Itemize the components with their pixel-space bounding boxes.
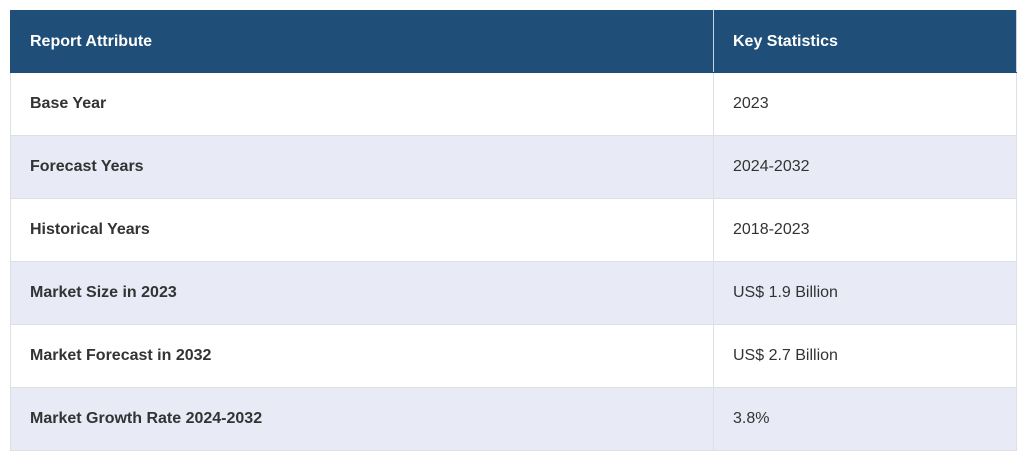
table-body: Base Year 2023 Forecast Years 2024-2032 Hist…: [10, 72, 1017, 451]
stats-table: Report Attribute Key Statistics Base Year…: [10, 10, 1017, 451]
attribute-cell: Historical Years: [10, 198, 714, 262]
statistic-cell: 2023: [713, 72, 1017, 136]
statistic-cell: 3.8%: [713, 387, 1017, 451]
attribute-cell: Market Growth Rate 2024-2032: [10, 387, 714, 451]
table-row: Market Growth Rate 2024-2032 3.8%: [10, 387, 1017, 451]
table-row: Historical Years 2018-2023: [10, 198, 1017, 262]
attribute-cell: Base Year: [10, 72, 714, 136]
table-header: Report Attribute Key Statistics: [10, 10, 1017, 73]
attribute-cell: Forecast Years: [10, 135, 714, 199]
header-row: Report Attribute Key Statistics: [10, 10, 1017, 73]
table-row: Market Forecast in 2032 US$ 2.7 Billion: [10, 324, 1017, 388]
table-row: Forecast Years 2024-2032: [10, 135, 1017, 199]
statistic-cell: 2024-2032: [713, 135, 1017, 199]
table-row: Base Year 2023: [10, 72, 1017, 136]
statistic-cell: 2018-2023: [713, 198, 1017, 262]
attribute-cell: Market Size in 2023: [10, 261, 714, 325]
header-cell: Report Attribute: [10, 10, 714, 73]
header-cell: Key Statistics: [713, 10, 1017, 73]
table-row: Market Size in 2023 US$ 1.9 Billion: [10, 261, 1017, 325]
statistic-cell: US$ 2.7 Billion: [713, 324, 1017, 388]
statistic-cell: US$ 1.9 Billion: [713, 261, 1017, 325]
attribute-cell: Market Forecast in 2032: [10, 324, 714, 388]
